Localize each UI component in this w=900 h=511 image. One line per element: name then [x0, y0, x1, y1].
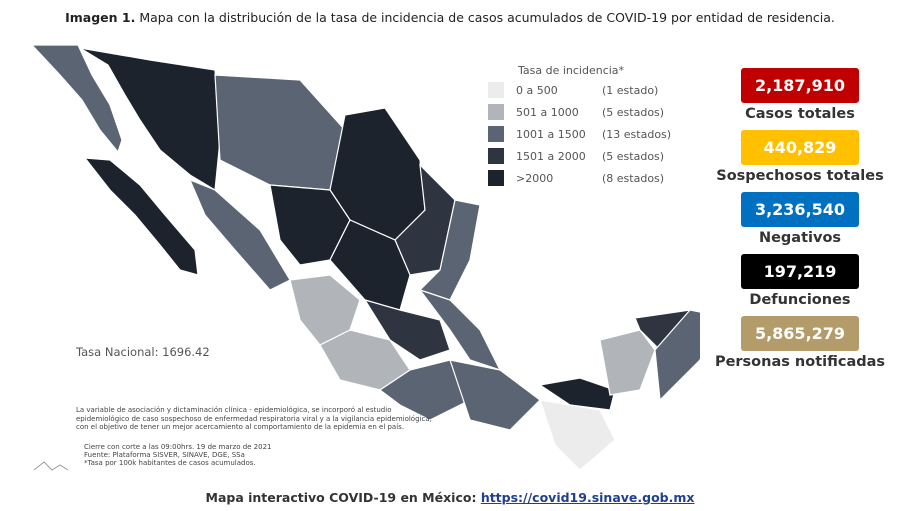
legend-count: (1 estado) [602, 83, 659, 97]
legend-count: (5 estados) [602, 149, 665, 163]
legend-item: 0 a 500 (1 estado) [488, 79, 671, 101]
stat-label: Personas notificadas [714, 354, 886, 370]
footer-text: Mapa interactivo COVID-19 en México: [205, 490, 477, 505]
national-rate: Tasa Nacional: 1696.42 [76, 345, 210, 359]
legend-swatch [488, 104, 504, 120]
state [363, 298, 451, 361]
state [539, 399, 616, 471]
footer: Mapa interactivo COVID-19 en México: htt… [0, 490, 900, 505]
stat: 5,865,279 Personas notificadas [705, 316, 895, 370]
legend: Tasa de incidencia* 0 a 500 (1 estado) 501… [488, 64, 671, 189]
state [83, 157, 199, 276]
stat-label: Casos totales [745, 106, 855, 122]
stat: 2,187,910 Casos totales [705, 68, 895, 122]
legend-item: 1501 a 2000 (5 estados) [488, 145, 671, 167]
legend-count: (13 estados) [602, 127, 672, 141]
stat: 3,236,540 Negativos [705, 192, 895, 246]
map [30, 44, 700, 471]
logo-mark [33, 461, 69, 471]
legend-item: >2000 (8 estados) [488, 167, 671, 189]
state [654, 309, 700, 402]
stat: 440,829 Sospechosos totales [705, 130, 895, 184]
title-label: Imagen 1. [65, 10, 136, 25]
stat-label: Defunciones [749, 292, 851, 308]
state [214, 74, 346, 191]
legend-count: (5 estados) [602, 105, 665, 119]
source-line: Cierre con corte a las 09:00hrs. 19 de m… [84, 443, 272, 451]
stat-value: 197,219 [741, 254, 859, 289]
note-line: epidemiológico de caso sospechoso de enf… [76, 414, 432, 423]
legend-item: 1001 a 1500 (13 estados) [488, 123, 671, 145]
state [188, 178, 291, 291]
legend-count: (8 estados) [602, 171, 665, 185]
note-line: La variable de asociación y dictaminació… [76, 406, 392, 414]
legend-range: 0 a 500 [516, 83, 558, 97]
footer-link[interactable]: https://covid19.sinave.gob.mx [480, 490, 695, 505]
legend-swatch [488, 148, 504, 164]
legend-title: Tasa de incidencia* [518, 64, 625, 77]
legend-range: 1001 a 1500 [516, 127, 586, 141]
stat-value: 440,829 [741, 130, 859, 165]
legend-range: 1501 a 2000 [516, 149, 586, 163]
state [538, 377, 616, 411]
title-text: Mapa con la distribución de la tasa de i… [139, 10, 835, 25]
stats: 2,187,910 Casos totales 440,829 Sospechosos… [705, 68, 895, 378]
stat-value: 2,187,910 [741, 68, 859, 103]
sources: Cierre con corte a las 09:00hrs. 19 de m… [84, 443, 272, 467]
legend-range: 501 a 1000 [516, 105, 579, 119]
stat-value: 3,236,540 [741, 192, 859, 227]
stat-value: 5,865,279 [741, 316, 859, 351]
stat-label: Sospechosos totales [716, 168, 884, 184]
title: Imagen 1. Mapa con la distribución de la… [0, 10, 900, 25]
legend-swatch [488, 82, 504, 98]
note-line: con el objetivo de tener un mejor acerca… [76, 423, 405, 431]
state [79, 47, 221, 192]
legend-range: >2000 [516, 171, 554, 185]
state [30, 44, 123, 154]
state [449, 359, 541, 431]
stat-label: Negativos [758, 230, 842, 246]
legend-item: 501 a 1000 (5 estados) [488, 101, 671, 123]
source-line: Fuente: Plataforma SISVER, SINAVE, DGE, … [84, 451, 245, 459]
stat: 197,219 Defunciones [705, 254, 895, 308]
state [599, 329, 656, 396]
notes: La variable de asociación y dictaminació… [76, 406, 432, 432]
source-line: *Tasa por 100k habitantes de casos acumu… [84, 459, 256, 467]
legend-swatch [488, 170, 504, 186]
legend-swatch [488, 126, 504, 142]
